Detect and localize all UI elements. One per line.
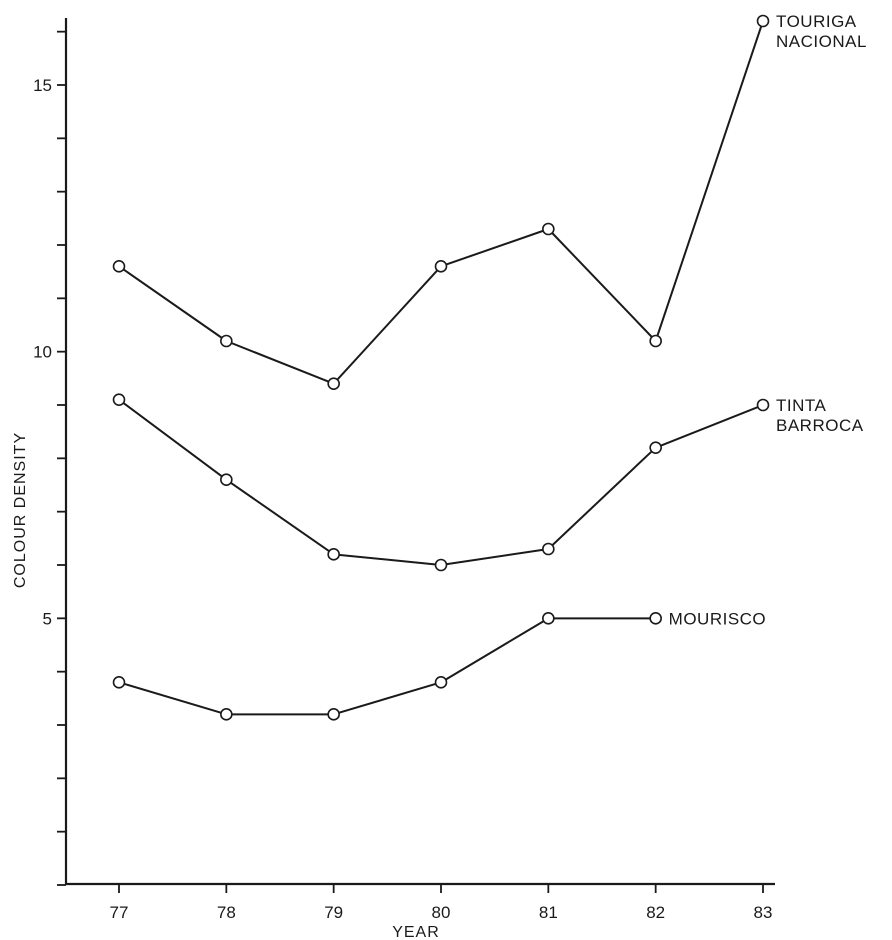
ticks: 5 10 15 77 78 79 80 81 82 83: [33, 30, 773, 922]
x-tick-label: 83: [754, 903, 773, 922]
data-point: [327, 548, 340, 561]
x-tick-label: 80: [432, 903, 451, 922]
data-point: [220, 473, 233, 486]
y-axis-title: COLOUR DENSITY: [12, 432, 29, 588]
series-3: MOURISCO: [112, 609, 767, 721]
y-tick-label: 15: [33, 76, 52, 95]
series-line: [118, 617, 656, 716]
data-point: [112, 393, 126, 406]
data-point: [756, 14, 770, 28]
series-label: MOURISCO: [669, 609, 767, 628]
series-label: NACIONAL: [776, 32, 867, 51]
data-point: [649, 441, 662, 454]
x-tick-label: 77: [110, 903, 129, 922]
data-point: [542, 222, 555, 236]
series-line: [118, 398, 764, 566]
data-point: [112, 676, 126, 689]
data-point: [649, 612, 662, 625]
x-tick-label: 79: [324, 903, 343, 922]
data-point: [220, 334, 233, 348]
x-tick-label: 78: [217, 903, 236, 922]
data-point: [434, 558, 448, 572]
data-point: [649, 334, 662, 348]
y-tick-label: 10: [33, 343, 52, 362]
data-point: [220, 708, 233, 721]
data-point: [542, 542, 555, 556]
data-point: [542, 612, 555, 625]
axes: [64, 18, 775, 886]
series-line: [118, 20, 764, 385]
data-point: [434, 676, 448, 689]
data-point: [112, 260, 126, 273]
data-point: [327, 377, 340, 390]
data-point: [434, 260, 448, 273]
series-label: TOURIGA: [776, 12, 857, 31]
x-axis-title: YEAR: [392, 924, 440, 940]
series-label: TINTA: [776, 396, 827, 415]
data-point: [327, 708, 340, 721]
x-tick-label: 81: [539, 903, 558, 922]
x-tick-label: 82: [646, 903, 665, 922]
series-label: BARROCA: [776, 416, 864, 435]
data-point: [756, 398, 770, 412]
y-tick-label: 5: [43, 609, 52, 628]
